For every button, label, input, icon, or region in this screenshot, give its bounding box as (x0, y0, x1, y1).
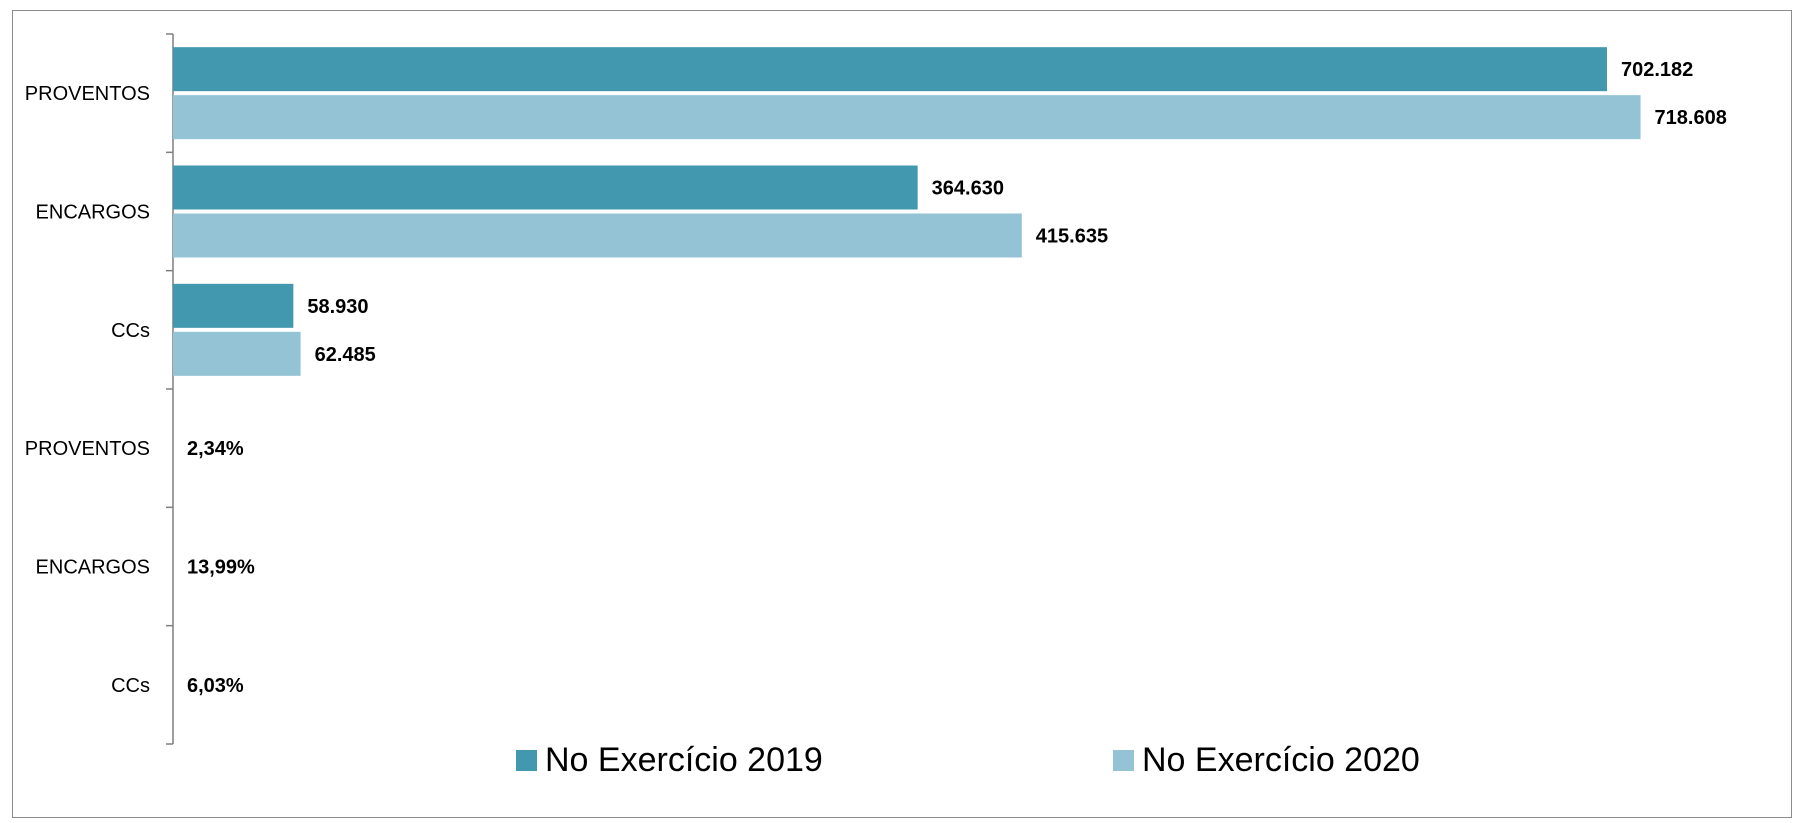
bars-layer (173, 47, 1641, 376)
category-label: CCs (111, 675, 150, 697)
data-label: 415.635 (1036, 226, 1108, 248)
bar-2020 (173, 213, 1022, 258)
legend-swatch-2019 (516, 749, 537, 771)
bar-2019 (173, 283, 294, 328)
data-label: 702.182 (1621, 59, 1693, 81)
legend-label-2020: No Exercício 2020 (1142, 740, 1420, 779)
legend-item-2019: No Exercício 2019 (516, 738, 823, 782)
axis-layer (166, 33, 174, 745)
data-label: 58.930 (307, 296, 368, 318)
data-label: 364.630 (932, 178, 1004, 200)
bar-2020 (173, 95, 1641, 140)
category-label: PROVENTOS (25, 438, 150, 460)
legend-label-2019: No Exercício 2019 (545, 740, 823, 779)
category-label: CCs (111, 320, 150, 342)
category-label: ENCARGOS (36, 202, 150, 224)
bar-2019 (173, 47, 1607, 92)
category-label: ENCARGOS (36, 557, 150, 579)
legend: No Exercício 2019 No Exercício 2020 (0, 738, 1799, 782)
data-label: 13,99% (187, 557, 255, 579)
bar-2020 (173, 331, 301, 376)
data-label: 2,34% (187, 438, 244, 460)
data-label: 6,03% (187, 675, 244, 697)
chart-frame (12, 10, 1792, 818)
category-label: PROVENTOS (25, 83, 150, 105)
labels-layer: PROVENTOS ENCARGOS CCs PROVENTOS ENCARGOS CCs… (25, 59, 1727, 697)
legend-swatch-2020 (1113, 749, 1134, 771)
data-label: 62.485 (315, 344, 376, 366)
legend-item-2020: No Exercício 2020 (1113, 738, 1420, 782)
bar-2019 (173, 165, 918, 210)
data-label: 718.608 (1655, 107, 1727, 129)
